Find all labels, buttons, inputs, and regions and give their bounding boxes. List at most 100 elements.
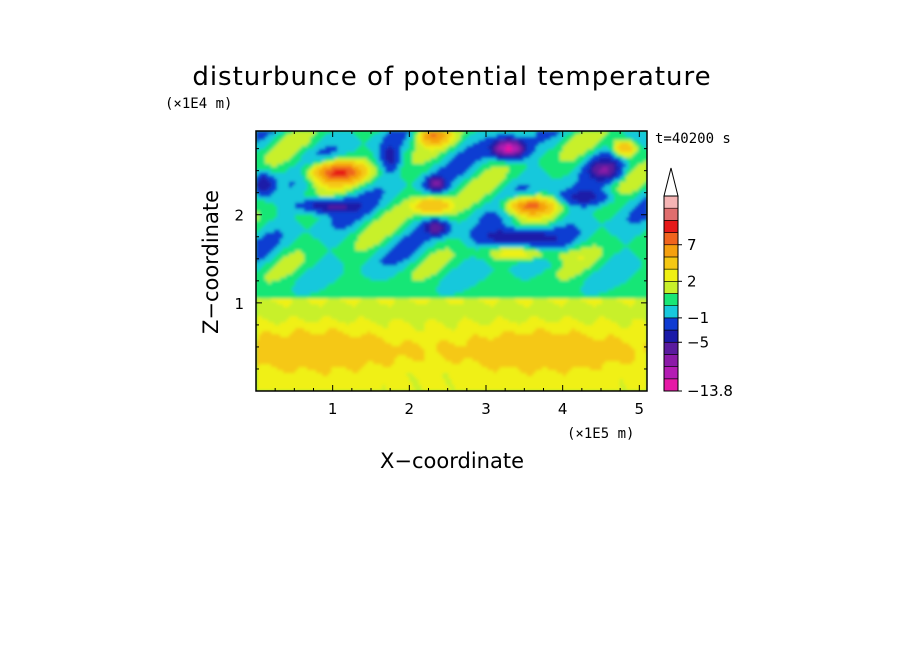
field-cell	[367, 131, 371, 135]
field-cell	[448, 139, 453, 144]
field-cell	[442, 169, 447, 174]
field-cell	[400, 131, 404, 135]
field-cell	[286, 181, 290, 186]
field-cell	[532, 154, 537, 159]
field-cell	[610, 133, 615, 138]
field-cell	[283, 211, 287, 216]
field-cell	[427, 211, 432, 216]
field-cell	[502, 131, 507, 135]
field-cell	[631, 208, 636, 213]
field-cell	[415, 223, 420, 228]
field-cell	[637, 196, 642, 201]
field-cell	[616, 214, 621, 219]
field-cell	[304, 145, 308, 150]
field-cell	[547, 232, 552, 237]
field-cell	[367, 136, 371, 141]
field-cell	[340, 151, 344, 156]
field-cell	[373, 241, 377, 246]
field-cell	[490, 169, 495, 174]
field-cell	[502, 151, 507, 156]
field-cell	[502, 238, 507, 243]
field-cell	[553, 214, 558, 219]
field-cell	[577, 190, 582, 195]
field-cell	[400, 220, 404, 225]
field-cell	[415, 160, 420, 165]
field-cell	[328, 131, 332, 135]
field-cell	[598, 184, 603, 189]
field-cell	[547, 211, 552, 216]
field-cell	[316, 244, 320, 249]
field-cell	[367, 163, 371, 168]
field-cell	[622, 232, 627, 237]
field-cell	[613, 157, 618, 162]
field-cell	[628, 148, 633, 153]
field-cell	[331, 154, 335, 159]
field-cell	[385, 175, 389, 180]
field-cell	[595, 175, 600, 180]
field-cell	[550, 142, 555, 147]
field-cell	[550, 241, 555, 246]
field-cell	[490, 172, 495, 177]
field-cell	[523, 226, 528, 231]
field-cell	[556, 223, 561, 228]
field-cell	[304, 136, 308, 141]
field-cell	[640, 131, 645, 135]
field-cell	[313, 190, 317, 195]
field-cell	[508, 238, 513, 243]
field-cell	[526, 190, 531, 195]
field-cell	[259, 217, 263, 222]
field-cell	[478, 223, 483, 228]
field-cell	[355, 166, 359, 171]
field-cell	[373, 131, 377, 135]
field-cell	[259, 154, 263, 159]
field-cell	[562, 172, 567, 177]
field-cell	[610, 241, 615, 246]
field-cell	[409, 214, 413, 219]
field-cell	[556, 139, 561, 144]
field-cell	[469, 214, 474, 219]
field-cell	[523, 220, 528, 225]
field-cell	[334, 208, 338, 213]
field-cell	[340, 145, 344, 150]
field-cell	[412, 190, 417, 195]
field-cell	[376, 169, 380, 174]
field-cell	[595, 131, 600, 135]
field-cell	[532, 202, 537, 207]
field-cell	[556, 211, 561, 216]
field-cell	[304, 190, 308, 195]
field-cell	[448, 205, 453, 210]
field-cell	[325, 145, 329, 150]
field-cell	[442, 139, 447, 144]
field-cell	[448, 160, 453, 165]
field-cell	[379, 172, 383, 177]
field-cell	[580, 181, 585, 186]
field-cell	[640, 211, 645, 216]
field-cell	[334, 226, 338, 231]
field-cell	[616, 220, 621, 225]
field-cell	[538, 193, 543, 198]
field-cell	[280, 217, 284, 222]
field-cell	[373, 133, 377, 138]
field-cell	[580, 190, 585, 195]
field-cell	[418, 148, 423, 153]
field-cell	[283, 199, 287, 204]
field-cell	[493, 145, 498, 150]
field-cell	[268, 193, 272, 198]
time-label: t=40200 s	[655, 131, 731, 147]
field-cell	[535, 166, 540, 171]
field-cell	[589, 178, 594, 183]
field-cell	[364, 238, 368, 243]
field-cell	[469, 142, 474, 147]
field-cell	[352, 193, 356, 198]
field-cell	[535, 181, 540, 186]
field-cell	[565, 178, 570, 183]
field-cell	[403, 232, 407, 237]
field-cell	[511, 235, 516, 240]
field-cell	[505, 181, 510, 186]
field-cell	[436, 199, 441, 204]
field-cell	[406, 169, 410, 174]
field-cell	[487, 193, 492, 198]
field-cell	[367, 193, 371, 198]
field-cell	[466, 151, 471, 156]
field-cell	[436, 148, 441, 153]
